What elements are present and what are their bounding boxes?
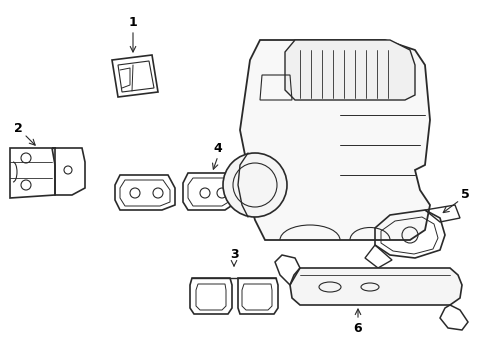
Text: 4: 4 (214, 141, 222, 154)
Polygon shape (290, 268, 462, 305)
Text: 6: 6 (354, 321, 362, 334)
Text: 1: 1 (128, 15, 137, 28)
Text: 3: 3 (230, 248, 238, 261)
Polygon shape (240, 40, 430, 240)
Text: 5: 5 (461, 189, 469, 202)
Text: 2: 2 (14, 122, 23, 135)
Polygon shape (285, 40, 415, 100)
Circle shape (223, 153, 287, 217)
